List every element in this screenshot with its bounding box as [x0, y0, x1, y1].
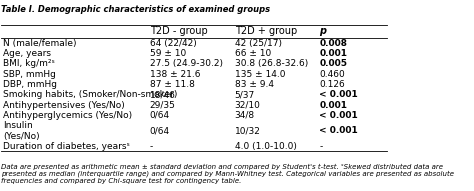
Text: 0.126: 0.126: [319, 80, 345, 89]
Text: -: -: [150, 142, 153, 151]
Text: 32/10: 32/10: [235, 101, 261, 110]
Text: 4.0 (1.0-10.0): 4.0 (1.0-10.0): [235, 142, 297, 151]
Text: 0/64: 0/64: [150, 126, 170, 135]
Text: 66 ± 10: 66 ± 10: [235, 49, 271, 58]
Text: 0.460: 0.460: [319, 70, 345, 79]
Text: 0.001: 0.001: [319, 49, 347, 58]
Text: Antihypertensives (Yes/No): Antihypertensives (Yes/No): [3, 101, 125, 110]
Text: < 0.001: < 0.001: [319, 111, 358, 120]
Text: Duration of diabetes, yearsˢ: Duration of diabetes, yearsˢ: [3, 142, 130, 151]
Text: SBP, mmHg: SBP, mmHg: [3, 70, 56, 79]
Text: 5/37: 5/37: [235, 90, 255, 99]
Text: -: -: [319, 142, 323, 151]
Text: Insulin: Insulin: [3, 121, 33, 130]
Text: 83 ± 9.4: 83 ± 9.4: [235, 80, 273, 89]
Text: T2D - group: T2D - group: [150, 26, 208, 36]
Text: 18/46: 18/46: [150, 90, 176, 99]
Text: N (male/female): N (male/female): [3, 39, 77, 48]
Text: 0.008: 0.008: [319, 39, 347, 48]
Text: 64 (22/42): 64 (22/42): [150, 39, 197, 48]
Text: BMI, kg/m²ˢ: BMI, kg/m²ˢ: [3, 59, 55, 68]
Text: < 0.001: < 0.001: [319, 90, 358, 99]
Text: Table I. Demographic characteristics of examined groups: Table I. Demographic characteristics of …: [1, 5, 271, 14]
Text: 0.005: 0.005: [319, 59, 347, 68]
Text: < 0.001: < 0.001: [319, 126, 358, 135]
Text: Smoking habits, (Smoker/Non-smoker): Smoking habits, (Smoker/Non-smoker): [3, 90, 178, 99]
Text: Antihyperglycemics (Yes/No): Antihyperglycemics (Yes/No): [3, 111, 132, 120]
Text: 138 ± 21.6: 138 ± 21.6: [150, 70, 201, 79]
Text: 27.5 (24.9-30.2): 27.5 (24.9-30.2): [150, 59, 223, 68]
Text: 59 ± 10: 59 ± 10: [150, 49, 186, 58]
Text: 87 ± 11.8: 87 ± 11.8: [150, 80, 195, 89]
Text: 30.8 (26.8-32.6): 30.8 (26.8-32.6): [235, 59, 308, 68]
Text: 0.001: 0.001: [319, 101, 347, 110]
Text: T2D + group: T2D + group: [235, 26, 297, 36]
Text: 135 ± 14.0: 135 ± 14.0: [235, 70, 285, 79]
Text: Data are presented as arithmetic mean ± standard deviation and compared by Stude: Data are presented as arithmetic mean ± …: [1, 164, 455, 185]
Text: 34/8: 34/8: [235, 111, 255, 120]
Text: Age, years: Age, years: [3, 49, 51, 58]
Text: 42 (25/17): 42 (25/17): [235, 39, 282, 48]
Text: 0/64: 0/64: [150, 111, 170, 120]
Text: 10/32: 10/32: [235, 126, 261, 135]
Text: p: p: [319, 26, 327, 36]
Text: 29/35: 29/35: [150, 101, 176, 110]
Text: DBP, mmHg: DBP, mmHg: [3, 80, 57, 89]
Text: (Yes/No): (Yes/No): [3, 132, 40, 141]
